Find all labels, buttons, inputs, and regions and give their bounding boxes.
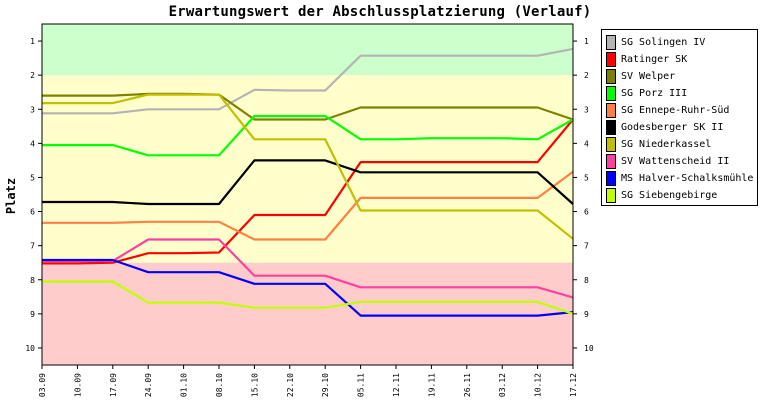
series-line-5 xyxy=(42,159,574,206)
legend-swatch xyxy=(606,120,616,135)
x-tick-label: 10.09 xyxy=(73,373,82,397)
x-tick-label: 03.09 xyxy=(38,373,47,397)
series-line-9 xyxy=(42,280,574,315)
legend-swatch xyxy=(606,103,616,118)
x-tick-label: 24.09 xyxy=(144,373,153,397)
legend-label: SG Porz III xyxy=(621,88,688,99)
series-line-7 xyxy=(42,238,574,299)
legend-item: SG Porz III xyxy=(602,85,757,102)
legend-swatch xyxy=(606,188,616,203)
plot-lines xyxy=(42,47,574,317)
y-tick-label-right: 3 xyxy=(584,105,589,114)
legend-swatch xyxy=(606,69,616,84)
background-band-2 xyxy=(42,262,573,365)
legend: SG Solingen IV Ratinger SK SV Welper SG Por… xyxy=(601,29,758,206)
legend-item: SG Siebengebirge xyxy=(602,187,757,204)
plot-axes: 1 1 2 2 3 3 4 4 5 5 6 6 7 7 8 8 9 9 10 10 03.09 10.09 17.09 24.… xyxy=(25,23,594,397)
legend-swatch xyxy=(606,52,616,67)
chart-title: Erwartungswert der Abschlussplatzierung … xyxy=(168,4,592,20)
legend-item: SG Ennepe-Ruhr-Süd xyxy=(602,102,757,119)
y-tick-label-left: 10 xyxy=(25,344,35,353)
x-tick-label: 12.11 xyxy=(392,373,401,397)
series-line-0 xyxy=(42,47,574,115)
series-line-6 xyxy=(42,93,574,240)
x-tick-label: 29.10 xyxy=(321,373,330,397)
x-tick-label: 15.10 xyxy=(250,373,259,397)
y-tick-label-right: 5 xyxy=(584,173,589,182)
y-tick-label-left: 9 xyxy=(30,310,35,319)
legend-item: SV Wattenscheid II xyxy=(602,153,757,170)
y-tick-label-right: 7 xyxy=(584,242,589,251)
legend-swatch xyxy=(606,171,616,186)
legend-label: Godesberger SK II xyxy=(621,122,724,133)
legend-swatch xyxy=(606,86,616,101)
x-tick-label: 10.12 xyxy=(534,373,543,397)
legend-swatch xyxy=(606,137,616,152)
y-tick-label-right: 2 xyxy=(584,71,589,80)
y-tick-label-right: 9 xyxy=(584,310,589,319)
x-tick-label: 26.11 xyxy=(463,373,472,397)
y-tick-label-right: 8 xyxy=(584,276,589,285)
x-tick-label: 19.11 xyxy=(427,373,436,397)
y-tick-label-right: 4 xyxy=(584,139,589,148)
series-line-2 xyxy=(42,92,574,121)
legend-swatch xyxy=(606,35,616,50)
y-axis-label: Platz xyxy=(4,178,18,214)
legend-swatch xyxy=(606,154,616,169)
y-tick-label-right: 10 xyxy=(584,344,594,353)
x-tick-label: 05.11 xyxy=(357,373,366,397)
legend-item: Godesberger SK II xyxy=(602,119,757,136)
x-tick-label: 03.12 xyxy=(498,373,507,397)
legend-label: SV Welper xyxy=(621,71,676,82)
series-line-4 xyxy=(42,170,574,241)
y-tick-label-left: 5 xyxy=(30,173,35,182)
y-tick-label-left: 1 xyxy=(30,37,35,46)
legend-label: SG Niederkassel xyxy=(621,139,712,150)
series-line-8 xyxy=(42,258,574,317)
legend-label: Ratinger SK xyxy=(621,54,688,65)
legend-item: MS Halver-Schalksmühle xyxy=(602,170,757,187)
legend-label: SG Solingen IV xyxy=(621,37,706,48)
legend-item: Ratinger SK xyxy=(602,51,757,68)
plot-bands xyxy=(42,24,573,365)
x-tick-label: 17.12 xyxy=(569,373,578,397)
x-tick-label: 17.09 xyxy=(109,373,118,397)
y-tick-label-left: 6 xyxy=(30,208,35,217)
series-line-1 xyxy=(42,118,574,265)
legend-item: SV Welper xyxy=(602,68,757,85)
x-tick-label: 22.10 xyxy=(286,373,295,397)
y-tick-label-left: 8 xyxy=(30,276,35,285)
legend-label: SG Ennepe-Ruhr-Süd xyxy=(621,105,730,116)
y-tick-label-right: 1 xyxy=(584,37,589,46)
legend-label: SG Siebengebirge xyxy=(621,190,718,201)
legend-item: SG Solingen IV xyxy=(602,34,757,51)
legend-item: SG Niederkassel xyxy=(602,136,757,153)
background-band-1 xyxy=(42,75,573,263)
legend-label: MS Halver-Schalksmühle xyxy=(621,173,754,184)
x-tick-label: 08.10 xyxy=(215,373,224,397)
y-tick-label-left: 2 xyxy=(30,71,35,80)
y-tick-label-left: 4 xyxy=(30,139,35,148)
plot-frame xyxy=(41,23,574,366)
y-tick-label-left: 7 xyxy=(30,242,35,251)
x-tick-label: 01.10 xyxy=(180,373,189,397)
y-tick-label-right: 6 xyxy=(584,208,589,217)
legend-label: SV Wattenscheid II xyxy=(621,156,730,167)
series-line-3 xyxy=(42,114,574,157)
y-tick-label-left: 3 xyxy=(30,105,35,114)
background-band-0 xyxy=(42,24,573,76)
